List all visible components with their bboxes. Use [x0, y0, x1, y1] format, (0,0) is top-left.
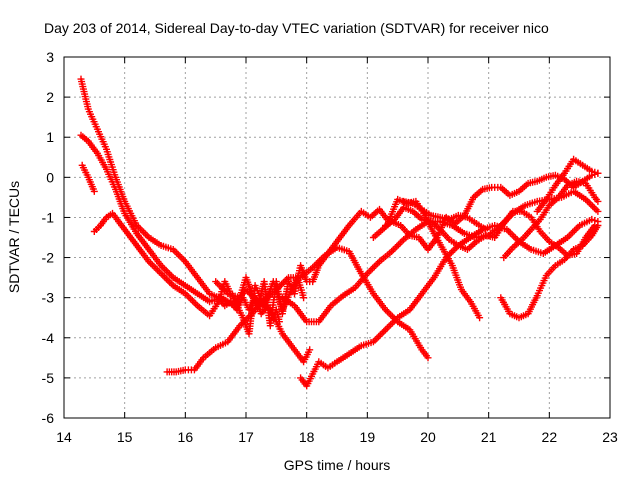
y-tick-label: -1: [42, 209, 55, 225]
data-point: [306, 346, 314, 354]
data-point: [424, 354, 432, 362]
y-tick-label: 2: [46, 89, 54, 105]
y-tick-label: -5: [42, 370, 55, 386]
series-arc-k: [400, 197, 490, 233]
x-tick-label: 18: [299, 429, 315, 445]
series-arc-g: [297, 215, 602, 390]
series-arc-m: [497, 222, 602, 322]
x-tick-label: 21: [481, 429, 497, 445]
data-point: [90, 187, 98, 195]
data-point: [300, 294, 308, 302]
x-tick-label: 16: [178, 429, 194, 445]
y-tick-label: -6: [42, 410, 55, 426]
y-tick-label: -4: [42, 330, 55, 346]
data-point: [594, 197, 602, 205]
x-tick-label: 17: [238, 429, 254, 445]
plot-frame: [63, 56, 611, 419]
data-point: [594, 169, 602, 177]
y-tick-label: 0: [46, 169, 54, 185]
y-tick-label: 1: [46, 129, 54, 145]
data-point: [476, 314, 484, 322]
data-point: [594, 207, 602, 215]
x-tick-label: 20: [420, 429, 436, 445]
series-arc-n: [533, 155, 602, 215]
x-tick-label: 15: [117, 429, 133, 445]
y-tick-label: -2: [42, 250, 55, 266]
data-point: [591, 168, 599, 176]
data-point: [482, 226, 490, 233]
series-arc-l: [500, 177, 602, 262]
y-tick-label: -3: [42, 290, 55, 306]
x-tick-label: 22: [542, 429, 558, 445]
x-tick-label: 14: [56, 429, 72, 445]
y-axis-label: SDTVAR / TECUs: [6, 181, 22, 293]
chart-title: Day 203 of 2014, Sidereal Day-to-day VTE…: [44, 20, 549, 36]
series-arc-c: [78, 161, 98, 195]
x-tick-label: 19: [360, 429, 376, 445]
series-layer: [77, 75, 602, 390]
x-tick-label: 23: [602, 429, 618, 445]
x-axis-label: GPS time / hours: [284, 457, 391, 473]
data-point: [594, 222, 602, 229]
y-tick-label: 3: [46, 49, 54, 65]
series-arc-f: [212, 195, 484, 330]
